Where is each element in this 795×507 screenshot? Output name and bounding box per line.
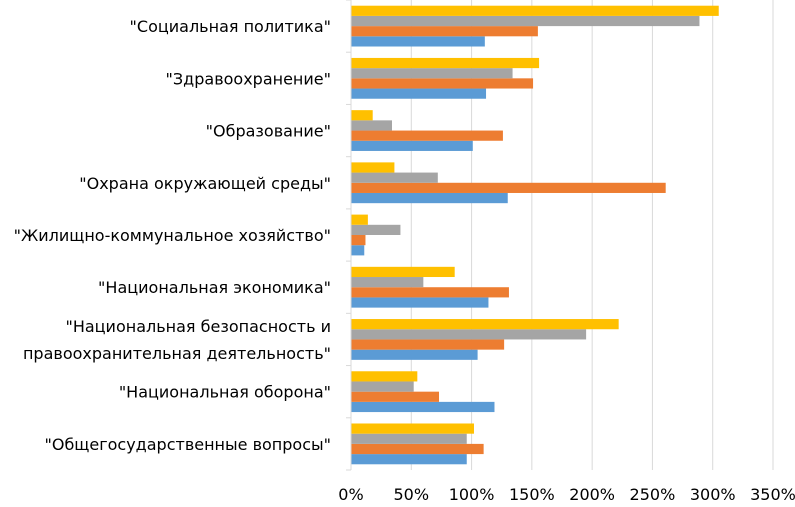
category-labels: "Общегосударственные вопросы" "Национальн… bbox=[14, 17, 331, 454]
bar-series-2 bbox=[351, 391, 440, 402]
bar-series-2 bbox=[351, 339, 505, 350]
bar-series-3 bbox=[351, 120, 392, 131]
x-tick-label: 100% bbox=[449, 485, 495, 504]
bar-series-2 bbox=[351, 287, 509, 298]
category-label: "Общегосударственные вопросы" bbox=[44, 435, 331, 454]
bar-series-3 bbox=[351, 277, 424, 288]
x-tick-labels: 0% 50% 100% 150% 200% 250% 300% 350% bbox=[338, 485, 795, 504]
bar-series-2 bbox=[351, 235, 366, 246]
bar-series-4 bbox=[351, 423, 474, 434]
bar-series-3 bbox=[351, 15, 700, 27]
x-tick-label: 250% bbox=[630, 485, 676, 504]
bar-series-4 bbox=[351, 162, 395, 173]
bar-series-3 bbox=[351, 224, 401, 235]
bar-series-2 bbox=[351, 130, 503, 141]
bar-series-4 bbox=[351, 319, 619, 330]
bar-series-2 bbox=[351, 182, 666, 193]
x-tick-label: 200% bbox=[569, 485, 615, 504]
x-tick-label: 0% bbox=[338, 485, 363, 504]
bar-series-3 bbox=[351, 381, 414, 392]
bar-series-4 bbox=[351, 110, 373, 121]
category-label: "Здравоохранение" bbox=[166, 69, 331, 88]
x-tick-label: 300% bbox=[690, 485, 736, 504]
bar-series-4 bbox=[351, 214, 368, 225]
category-label: "Охрана окружающей среды" bbox=[79, 174, 331, 193]
category-label: "Образование" bbox=[206, 122, 331, 141]
x-tick-label: 350% bbox=[750, 485, 795, 504]
bar-series-2 bbox=[351, 443, 484, 455]
bar-series-1 bbox=[351, 192, 508, 204]
bar-series-1 bbox=[351, 140, 473, 151]
category-label: "Жилищно-коммунальное хозяйство" bbox=[14, 226, 331, 245]
bar-series-2 bbox=[351, 78, 534, 89]
category-label: правоохранительная деятельность" bbox=[23, 344, 331, 363]
bar-series-3 bbox=[351, 68, 513, 79]
category-label: "Социальная политика" bbox=[130, 17, 331, 36]
bar-series-4 bbox=[351, 371, 418, 382]
category-label: "Национальная безопасность и bbox=[65, 317, 331, 336]
bar-series-1 bbox=[351, 454, 467, 465]
bar-series-4 bbox=[351, 5, 719, 16]
x-tick-label: 50% bbox=[394, 485, 430, 504]
bar-series-1 bbox=[351, 349, 478, 360]
category-label: "Национальная оборона" bbox=[119, 383, 331, 402]
bar-series-3 bbox=[351, 172, 438, 183]
bar-series-1 bbox=[351, 88, 487, 99]
bar-series-4 bbox=[351, 266, 455, 278]
bar-series-1 bbox=[351, 297, 489, 308]
category-label: "Национальная экономика" bbox=[98, 278, 331, 297]
bar-series-1 bbox=[351, 245, 365, 256]
bar-series-3 bbox=[351, 433, 467, 444]
bar-series-1 bbox=[351, 401, 495, 413]
x-tick-label: 150% bbox=[509, 485, 555, 504]
bars bbox=[351, 5, 719, 465]
bar-series-3 bbox=[351, 329, 587, 340]
bar-series-1 bbox=[351, 36, 485, 47]
bar-series-2 bbox=[351, 26, 538, 37]
bar-series-4 bbox=[351, 57, 540, 69]
